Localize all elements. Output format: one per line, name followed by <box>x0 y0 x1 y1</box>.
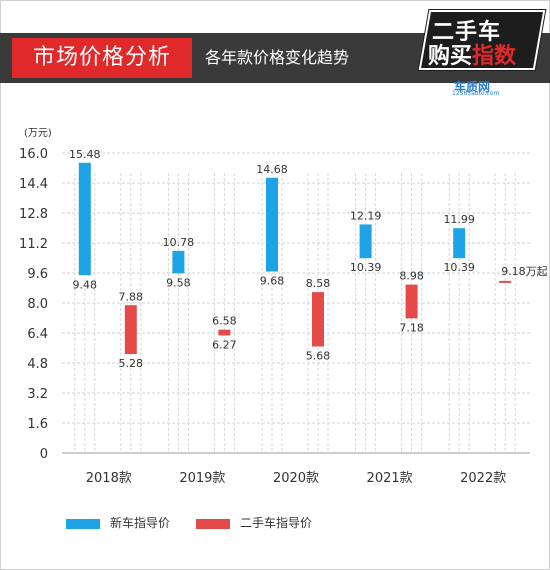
data-label-low: 5.68 <box>306 350 331 363</box>
legend-swatch-new <box>66 518 100 529</box>
data-label-low: 9.58 <box>166 276 191 289</box>
used-car-price-bar <box>218 329 231 336</box>
x-tick-label: 2021款 <box>367 471 413 486</box>
legend-item-used-car: 二手车指导价 <box>196 515 312 531</box>
y-axis-label: (万元) <box>24 128 52 139</box>
data-label-low: 10.39 <box>443 261 475 274</box>
data-label-high: 14.68 <box>256 163 288 176</box>
y-tick-label: 8.0 <box>27 297 48 312</box>
new-car-price-bar <box>78 162 91 276</box>
new-car-price-bar <box>266 177 278 272</box>
data-label-high: 12.19 <box>350 209 382 222</box>
data-label-low: 5.28 <box>119 357 144 370</box>
y-tick-label: 9.6 <box>27 267 48 282</box>
logo-site-sub: 12365auto.com <box>452 90 500 97</box>
used-car-price-bar <box>499 280 512 283</box>
y-tick-label: 11.2 <box>19 237 48 252</box>
y-tick-label: 16.0 <box>19 147 48 162</box>
legend-label-new: 新车指导价 <box>110 516 171 530</box>
data-label-high: 9.18万起 <box>501 265 548 278</box>
data-label-high: 8.98 <box>399 270 424 283</box>
y-tick-label: 12.8 <box>19 207 48 222</box>
new-car-price-bar <box>359 224 372 259</box>
legend-swatch-used <box>196 518 230 529</box>
x-tick-label: 2020款 <box>273 471 319 486</box>
logo-line1: 二手车 <box>432 20 502 45</box>
data-label-high: 7.88 <box>119 290 144 303</box>
data-label-high: 15.48 <box>69 148 101 161</box>
data-label-high: 8.58 <box>306 277 331 290</box>
logo-line2-white: 购买 <box>428 44 473 69</box>
page-subtitle: 各年款价格变化趋势 <box>205 48 350 67</box>
x-tick-label: 2018款 <box>86 471 132 486</box>
new-car-price-bar <box>453 228 466 259</box>
used-car-price-bar <box>405 284 418 319</box>
data-label-low: 9.48 <box>73 278 98 291</box>
data-label-low: 6.27 <box>212 338 237 351</box>
new-car-price-bar <box>172 250 185 274</box>
legend-item-new-car: 新车指导价 <box>66 515 170 531</box>
data-label-low: 7.18 <box>399 321 424 334</box>
y-tick-label: 14.4 <box>19 177 48 192</box>
data-label-low: 10.39 <box>350 261 382 274</box>
data-label-high: 11.99 <box>443 213 475 226</box>
y-tick-label: 0 <box>40 447 48 462</box>
used-car-price-bar <box>124 305 137 354</box>
y-tick-label: 1.6 <box>27 417 48 432</box>
used-car-price-bar <box>312 292 324 347</box>
logo-line2-red: 指数 <box>472 44 517 69</box>
y-tick-label: 4.8 <box>27 357 48 372</box>
brand-logo: 二手车 购买指数 车质网 12365auto.com <box>418 6 546 97</box>
x-tick-label: 2019款 <box>179 471 225 486</box>
legend-label-used: 二手车指导价 <box>240 516 313 530</box>
y-tick-label: 3.2 <box>27 387 48 402</box>
logo-line2: 购买指数 <box>428 38 516 70</box>
data-label-high: 10.78 <box>163 236 195 249</box>
data-label-high: 6.58 <box>212 315 237 328</box>
data-label-low: 9.68 <box>260 275 285 288</box>
x-tick-label: 2022款 <box>460 471 506 486</box>
y-tick-label: 6.4 <box>27 327 48 342</box>
logo-site: 车质网 <box>454 80 491 94</box>
page-title: 市场价格分析 <box>12 38 192 78</box>
